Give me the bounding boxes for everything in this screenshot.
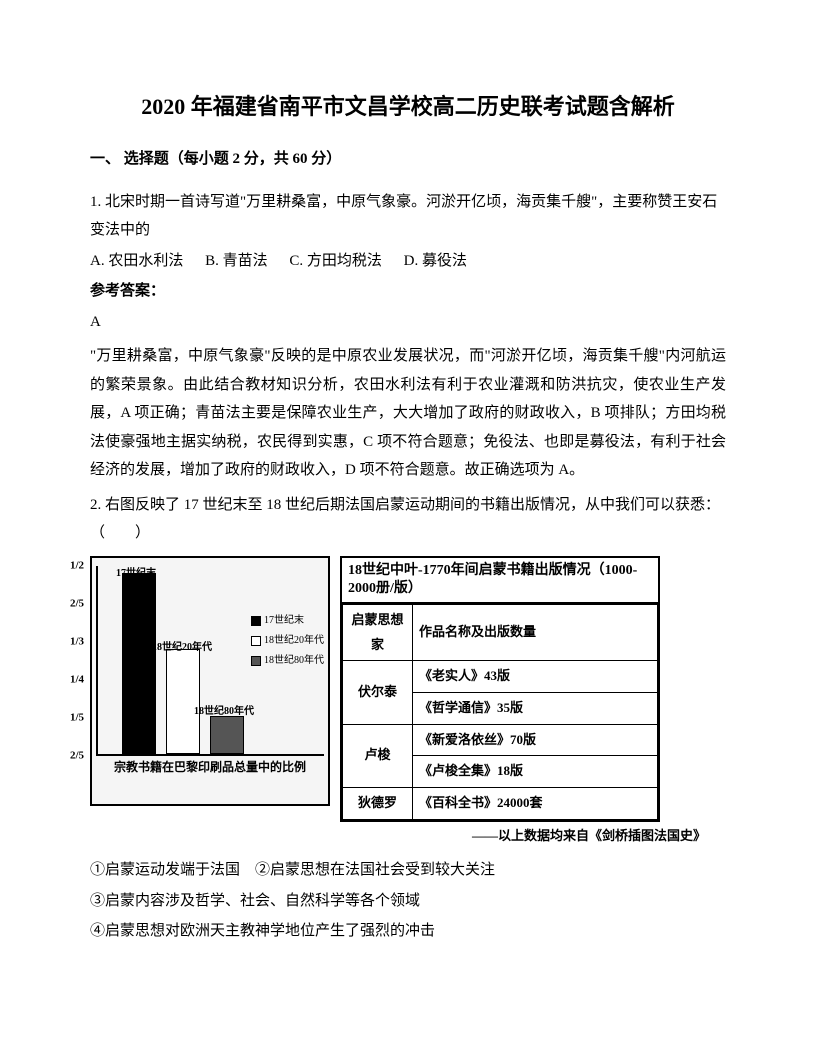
bar-label: 18世纪80年代 bbox=[194, 702, 254, 721]
chart-caption: 宗教书籍在巴黎印刷品总量中的比例 bbox=[96, 760, 324, 776]
section-header: 一、 选择题（每小题 2 分，共 60 分） bbox=[90, 145, 726, 174]
table-title: 18世纪中叶-1770年间启蒙书籍出版情况（1000-2000册/版） bbox=[342, 558, 658, 604]
cell-thinker: 狄德罗 bbox=[343, 788, 413, 820]
ytick: 1/5 bbox=[70, 707, 84, 728]
q1-explanation: "万里耕桑富，中原气象豪"反映的是中原农业发展状况，而"河淤开亿顷，海贡集千艘"… bbox=[90, 342, 726, 485]
q1-opt-b: B. 青苗法 bbox=[205, 253, 268, 269]
legend-label: 17世纪末 bbox=[264, 613, 304, 629]
statement-4: ④启蒙思想对欧洲天主教神学地位产生了强烈的冲击 bbox=[90, 917, 726, 946]
legend-swatch bbox=[251, 616, 261, 626]
legend-label: 18世纪80年代 bbox=[264, 653, 324, 669]
th-thinker: 启蒙思想家 bbox=[343, 604, 413, 660]
bar bbox=[210, 716, 244, 754]
chart-legend: 17世纪末 18世纪20年代 18世纪80年代 bbox=[251, 613, 324, 673]
bar-chart: 1/22/51/31/41/52/517世纪末18世纪20年代18世纪80年代 … bbox=[90, 556, 330, 806]
cell-thinker: 伏尔泰 bbox=[343, 661, 413, 724]
cell-work: 《百科全书》24000套 bbox=[413, 788, 658, 820]
publication-table: 18世纪中叶-1770年间启蒙书籍出版情况（1000-2000册/版） 启蒙思想… bbox=[340, 556, 660, 822]
legend-item: 18世纪80年代 bbox=[251, 653, 324, 669]
legend-swatch bbox=[251, 656, 261, 666]
ytick: 1/4 bbox=[70, 669, 84, 690]
statement-3: ③启蒙内容涉及哲学、社会、自然科学等各个领域 bbox=[90, 887, 726, 916]
source-note: ——以上数据均来自《剑桥插图法国史》 bbox=[340, 824, 726, 849]
table-header-row: 启蒙思想家 作品名称及出版数量 bbox=[343, 604, 658, 660]
figure-container: 1/22/51/31/41/52/517世纪末18世纪20年代18世纪80年代 … bbox=[90, 556, 726, 849]
table-wrapper: 18世纪中叶-1770年间启蒙书籍出版情况（1000-2000册/版） 启蒙思想… bbox=[340, 556, 726, 849]
q2-text: 2. 右图反映了 17 世纪末至 18 世纪后期法国启蒙运动期间的书籍出版情况，… bbox=[90, 491, 726, 548]
table-row: 卢梭 《新爱洛依丝》70版 bbox=[343, 724, 658, 756]
q1-text: 1. 北宋时期一首诗写道"万里耕桑富，中原气象豪。河淤开亿顷，海贡集千艘"，主要… bbox=[90, 188, 726, 245]
table-body: 启蒙思想家 作品名称及出版数量 伏尔泰 《老实人》43版 《哲学通信》35版 卢… bbox=[342, 604, 658, 820]
q1-opt-a: A. 农田水利法 bbox=[90, 253, 183, 269]
legend-swatch bbox=[251, 636, 261, 646]
table-row: 狄德罗 《百科全书》24000套 bbox=[343, 788, 658, 820]
th-works: 作品名称及出版数量 bbox=[413, 604, 658, 660]
cell-work: 《哲学通信》35版 bbox=[413, 692, 658, 724]
bar-label: 18世纪20年代 bbox=[152, 638, 212, 657]
table-row: 伏尔泰 《老实人》43版 bbox=[343, 661, 658, 693]
q1-answer: A bbox=[90, 308, 726, 337]
bar bbox=[122, 573, 156, 754]
ytick: 1/2 bbox=[70, 555, 84, 576]
legend-item: 18世纪20年代 bbox=[251, 633, 324, 649]
cell-thinker: 卢梭 bbox=[343, 724, 413, 787]
cell-work: 《老实人》43版 bbox=[413, 661, 658, 693]
q1-options: A. 农田水利法 B. 青苗法 C. 方田均税法 D. 募役法 bbox=[90, 247, 726, 276]
cell-work: 《卢梭全集》18版 bbox=[413, 756, 658, 788]
legend-item: 17世纪末 bbox=[251, 613, 324, 629]
statement-1-2: ①启蒙运动发端于法国 ②启蒙思想在法国社会受到较大关注 bbox=[90, 856, 726, 885]
bar-label: 17世纪末 bbox=[116, 564, 156, 583]
ytick: 2/5 bbox=[70, 745, 84, 766]
ytick: 2/5 bbox=[70, 593, 84, 614]
cell-work: 《新爱洛依丝》70版 bbox=[413, 724, 658, 756]
q1-answer-label: 参考答案： bbox=[90, 277, 726, 306]
legend-label: 18世纪20年代 bbox=[264, 633, 324, 649]
q1-opt-d: D. 募役法 bbox=[404, 253, 467, 269]
q1-opt-c: C. 方田均税法 bbox=[289, 253, 382, 269]
ytick: 1/3 bbox=[70, 631, 84, 652]
page-title: 2020 年福建省南平市文昌学校高二历史联考试题含解析 bbox=[90, 90, 726, 123]
q2-statements: ①启蒙运动发端于法国 ②启蒙思想在法国社会受到较大关注 ③启蒙内容涉及哲学、社会… bbox=[90, 856, 726, 946]
